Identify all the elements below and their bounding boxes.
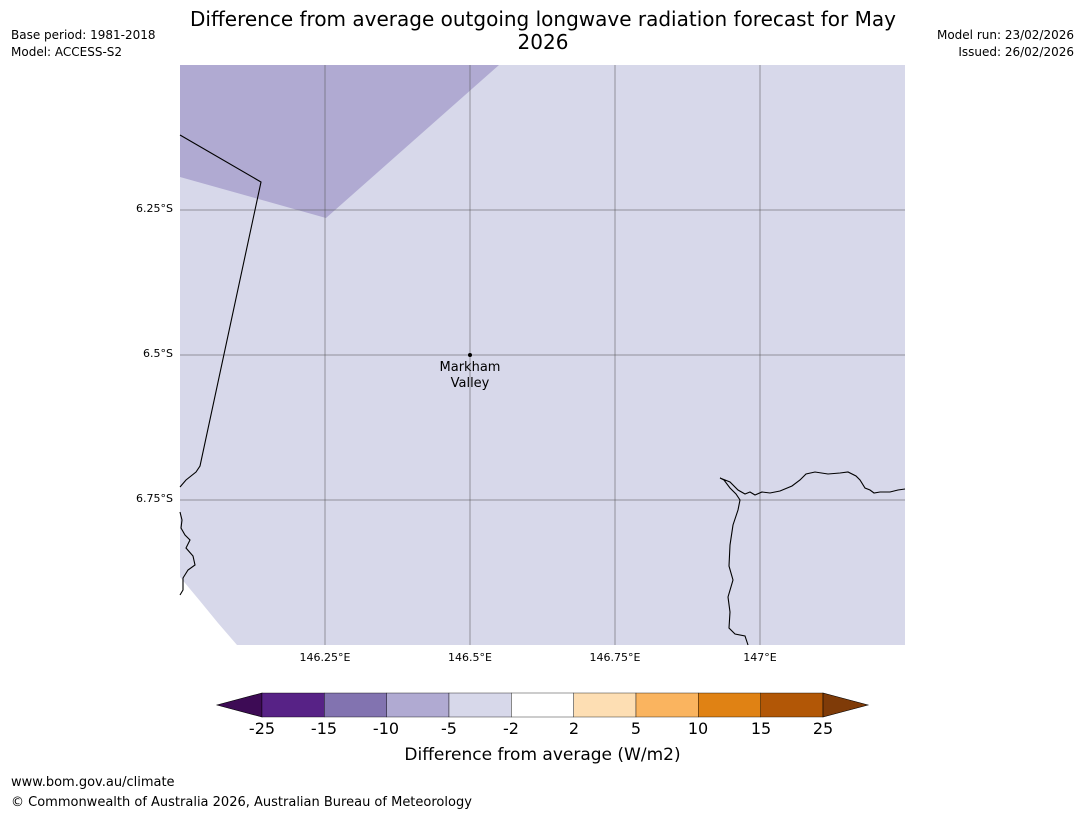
lat-label-6-25: 6.25°S (136, 202, 173, 215)
colorbar-segment (635, 692, 699, 718)
colorbar-tick: -2 (503, 719, 519, 738)
colorbar-tick: 5 (630, 719, 642, 738)
place-marker (468, 353, 472, 357)
colorbar-segment (760, 692, 824, 718)
province-border (179, 134, 262, 488)
lon-label-147: 147°E (743, 651, 777, 664)
place-label-line1: Markham (439, 360, 501, 375)
model-run: Model run: 23/02/2026 (936, 28, 1074, 42)
colorbar-segment (261, 692, 325, 718)
place-label: Markham Valley (440, 360, 501, 392)
colorbar-segment (698, 692, 761, 718)
colorbar (215, 692, 870, 718)
lon-label-146-75: 146.75°E (589, 651, 641, 664)
meta-left: Base period: 1981-2018 Model: ACCESS-S2 (11, 27, 156, 61)
coastline-west (179, 511, 196, 596)
colorbar-tick: -10 (372, 719, 400, 738)
colorbar-extend-low (215, 692, 263, 718)
colorbar-segment (511, 692, 574, 718)
lon-label-146-5: 146.5°E (448, 651, 492, 664)
chart-title: Difference from average outgoing longwav… (190, 7, 896, 54)
colorbar-label: Difference from average (W/m2) (404, 745, 681, 765)
issued-date: Issued: 26/02/2026 (958, 45, 1074, 59)
footer-copyright: © Commonwealth of Australia 2026, Austra… (11, 795, 472, 810)
meta-right: Model run: 23/02/2026 Issued: 26/02/2026 (937, 27, 1074, 61)
colorbar-tick: -15 (310, 719, 338, 738)
lon-label-146-25: 146.25°E (299, 651, 351, 664)
colorbar-tick: -5 (441, 719, 457, 738)
coastline-east-river (719, 471, 906, 646)
colorbar-tick: 2 (568, 719, 580, 738)
region-medium-lavender (180, 65, 499, 218)
base-period: Base period: 1981-2018 (11, 28, 156, 42)
colorbar-tick: 10 (687, 719, 709, 738)
colorbar-tick: -25 (248, 719, 276, 738)
colorbar-segment (386, 692, 450, 718)
lat-label-6-75: 6.75°S (136, 492, 173, 505)
colorbar-extend-high (822, 692, 870, 718)
footer-url[interactable]: www.bom.gov.au/climate (11, 775, 175, 790)
lat-label-6-5: 6.5°S (143, 347, 173, 360)
colorbar-tick: 25 (812, 719, 834, 738)
colorbar-tick: 15 (750, 719, 772, 738)
colorbar-segment (448, 692, 512, 718)
map-panel (179, 65, 906, 646)
place-label-line2: Valley (450, 376, 490, 391)
coastlines (179, 134, 906, 646)
colorbar-segment (573, 692, 637, 718)
model-name: Model: ACCESS-S2 (11, 45, 123, 59)
colorbar-segment (324, 692, 387, 718)
